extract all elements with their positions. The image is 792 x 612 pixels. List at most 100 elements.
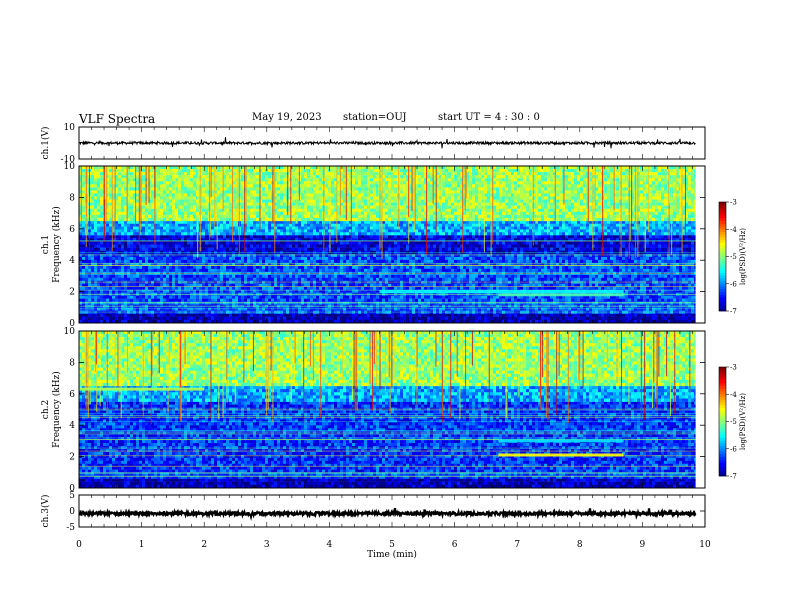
spectrogram-cell <box>205 262 209 267</box>
spectrogram-cell <box>295 319 299 324</box>
spectrogram-cell <box>274 205 278 209</box>
spectrogram-cell <box>106 259 110 264</box>
spectrogram-cell <box>343 223 347 227</box>
spectrogram-cell <box>121 235 125 239</box>
spectrogram-cell <box>265 289 269 293</box>
spectrogram-cell <box>223 181 227 185</box>
spectrogram-cell <box>145 274 149 278</box>
spectrogram-cell <box>346 283 350 287</box>
spectrogram-cell <box>295 229 299 233</box>
spectrogram-cell <box>355 241 359 245</box>
spectrogram-cell <box>193 253 197 258</box>
spectrogram-cell <box>301 178 305 182</box>
spectrogram-cell <box>199 271 203 276</box>
spectrogram-cell <box>208 244 212 248</box>
spectrogram-cell <box>298 241 302 245</box>
spectrogram-cell <box>244 214 248 219</box>
spectrogram-cell <box>157 229 161 233</box>
spectrogram-cell <box>220 220 224 224</box>
spectrogram-cell <box>268 172 272 176</box>
spectrogram-cell <box>169 184 173 188</box>
spectrogram-cell <box>214 298 218 302</box>
spectrogram-cell <box>193 271 197 276</box>
spectrogram-cell <box>217 319 221 324</box>
spectrogram-cell <box>271 256 275 261</box>
spectrogram-cell <box>133 298 137 302</box>
spectrogram-cell <box>265 271 269 276</box>
spectrogram-cell <box>253 262 257 267</box>
spectrogram-cell <box>115 217 119 222</box>
spectrogram-cell <box>223 196 227 200</box>
spectrogram-cell <box>325 223 329 227</box>
spectrogram-cell <box>205 265 209 270</box>
spectrogram-cell <box>106 295 110 299</box>
spectrogram-cell <box>331 196 335 200</box>
spectrogram-cell <box>358 247 362 251</box>
spectrogram-cell <box>271 247 275 251</box>
spectrogram-cell <box>88 271 92 276</box>
spectrogram-cell <box>196 268 200 273</box>
spectrogram-cell <box>274 229 278 233</box>
spectrogram-cell <box>229 277 233 281</box>
spectrogram-cell <box>127 205 131 209</box>
spectrogram-cell <box>151 208 155 212</box>
spectrogram-cell <box>343 262 347 267</box>
spectrogram-cell <box>250 220 254 224</box>
spectrogram-cell <box>274 187 278 191</box>
spectrogram-cell <box>232 268 236 273</box>
spectrogram-cell <box>121 286 125 290</box>
spectrogram-cell <box>286 319 290 324</box>
spectrogram-cell <box>217 244 221 248</box>
spectrogram-cell <box>331 181 335 185</box>
spectrogram-cell <box>235 253 239 258</box>
spectrogram-cell <box>100 247 104 251</box>
spectrogram-cell <box>211 247 215 251</box>
spectrogram-cell <box>172 220 176 224</box>
spectrogram-cell <box>214 259 218 264</box>
spectrogram-cell <box>283 193 287 197</box>
spectrogram-cell <box>220 283 224 287</box>
spectrogram-cell <box>250 268 254 273</box>
spectrogram-cell <box>217 211 221 216</box>
spectrogram-cell <box>319 202 323 206</box>
spectrogram-cell <box>124 271 128 276</box>
spectrogram-cell <box>349 175 353 179</box>
spectrogram-cell <box>253 238 257 242</box>
spectrogram-cell <box>79 253 83 258</box>
spectrogram-cell <box>226 268 230 273</box>
spectrogram-cell <box>187 295 191 299</box>
spectrogram-cell <box>82 232 86 236</box>
spectrogram-cell <box>103 238 107 242</box>
spectrogram-cell <box>187 178 191 182</box>
spectrogram-cell <box>271 265 275 270</box>
spectrogram-cell <box>256 175 260 179</box>
spectrogram-cell <box>316 271 320 276</box>
spectrogram-cell <box>175 199 179 203</box>
spectrogram-cell <box>148 298 152 302</box>
spectrogram-cell <box>124 289 128 293</box>
spectrogram-cell <box>169 208 173 212</box>
spectrogram-cell <box>79 211 83 216</box>
spectrogram-cell <box>265 193 269 197</box>
spectrogram-cell <box>304 319 308 324</box>
spectrogram-cell <box>193 199 197 203</box>
spectrogram-cell <box>115 313 119 317</box>
spectrogram-cell <box>148 214 152 219</box>
spectrogram-cell <box>259 238 263 242</box>
spectrogram-cell <box>304 253 308 258</box>
spectrogram-cell <box>247 205 251 209</box>
spectrogram-cell <box>301 181 305 185</box>
spectrogram-cell <box>118 184 122 188</box>
spectrogram-cell <box>136 184 140 188</box>
spectrogram-cell <box>286 232 290 236</box>
spectrogram-cell <box>127 238 131 242</box>
spectrogram-cell <box>178 268 182 273</box>
spectrogram-cell <box>160 202 164 206</box>
spectrogram-cell <box>142 220 146 224</box>
spectrogram-cell <box>163 232 167 236</box>
spectrogram-cell <box>154 283 158 287</box>
spectrogram-cell <box>337 313 341 317</box>
spectrogram-cell <box>211 202 215 206</box>
spectrogram-cell <box>217 238 221 242</box>
spectrogram-cell <box>130 184 134 188</box>
